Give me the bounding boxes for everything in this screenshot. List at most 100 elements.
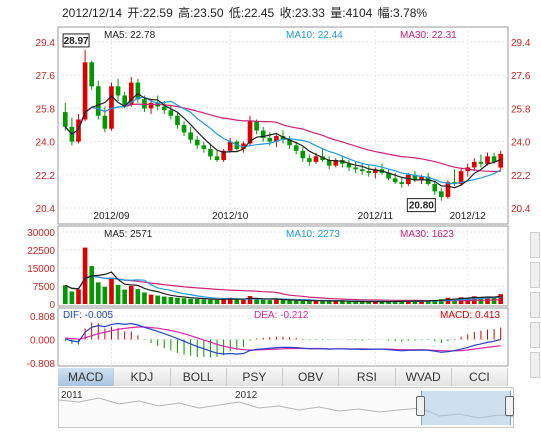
- volume-bar: [307, 301, 312, 304]
- candle-body: [161, 106, 167, 111]
- volume-bar: [320, 300, 325, 304]
- candle-body: [214, 156, 220, 161]
- nav-left-handle[interactable]: [416, 396, 425, 416]
- macd-y-tick: -0.808: [27, 359, 56, 370]
- candle-body: [458, 171, 464, 185]
- candle-body: [340, 160, 345, 164]
- price-legend-ma30: MA30: 22.31: [400, 30, 457, 41]
- tab-cci[interactable]: CCI: [451, 368, 508, 386]
- candle-body: [82, 62, 88, 120]
- tab-rsi[interactable]: RSI: [339, 368, 396, 386]
- volume-legend-ma5: MA5: 2571: [104, 229, 153, 240]
- candle-body: [181, 125, 187, 133]
- volume-bar: [432, 299, 438, 304]
- volume-bar: [313, 300, 319, 304]
- volume-bar: [366, 301, 372, 304]
- volume-y-tick: 7500: [33, 282, 56, 293]
- candle-body: [392, 178, 398, 183]
- side-scroll-button-3[interactable]: [530, 292, 540, 318]
- volume-bar: [247, 296, 253, 304]
- tab-macd[interactable]: MACD: [58, 368, 115, 386]
- volume-bar: [161, 296, 167, 304]
- candle-body: [168, 110, 174, 116]
- volume-bar: [425, 300, 431, 304]
- tab-obv[interactable]: OBV: [283, 368, 340, 386]
- volume-ma5-line: [65, 271, 501, 303]
- nav-selected-range[interactable]: [421, 391, 511, 425]
- volume-bar: [95, 282, 101, 304]
- volume-bar: [102, 286, 108, 304]
- price-y-tick-right: 24.0: [511, 138, 531, 149]
- volume-bar: [491, 297, 497, 304]
- candle-body: [307, 158, 312, 162]
- volume-bar: [287, 300, 292, 304]
- dif-line: [65, 322, 501, 355]
- price-y-tick-left: 29.4: [36, 38, 56, 49]
- volume-bar: [326, 301, 332, 304]
- volume-legend-ma30: MA30: 1623: [400, 229, 454, 240]
- candle-body: [254, 121, 259, 131]
- volume-bar: [69, 291, 75, 304]
- volume-bar: [82, 247, 88, 304]
- volume-bar: [392, 301, 398, 304]
- candle-body: [498, 153, 504, 168]
- indicator-tabs: MACD KDJ BOLL PSY OBV RSI WVAD CCI: [58, 368, 508, 386]
- ma30-line: [64, 103, 501, 173]
- candle-body: [95, 86, 101, 116]
- amplitude-label: 幅:: [378, 5, 393, 20]
- macd-y-tick: 0.808: [30, 312, 55, 323]
- candle-body: [208, 148, 213, 157]
- volume-bar: [254, 298, 259, 304]
- volume-bar: [359, 301, 365, 304]
- candle-body: [412, 174, 418, 181]
- tab-psy[interactable]: PSY: [226, 368, 283, 386]
- candle-body: [260, 130, 266, 138]
- volume-label: 量:: [330, 6, 345, 20]
- candle-body: [76, 119, 81, 142]
- candle-body: [280, 136, 286, 140]
- candle-body: [122, 95, 127, 105]
- candle-body: [287, 139, 292, 146]
- ma10-line: [64, 96, 501, 185]
- volume-bar: [168, 297, 174, 304]
- volume-bar: [221, 298, 226, 304]
- volume-bar: [175, 297, 180, 304]
- volume-bar: [194, 298, 200, 304]
- volume-bar: [346, 301, 352, 304]
- low-annotation-box: [406, 198, 436, 213]
- macd-legend-dea: DEA: -0.212: [254, 310, 309, 321]
- volume-bar: [128, 286, 134, 304]
- tab-boll[interactable]: BOLL: [170, 368, 227, 386]
- candle-body: [102, 115, 108, 129]
- volume-bar: [412, 301, 418, 304]
- nav-right-handle[interactable]: [505, 396, 514, 416]
- candle-body: [89, 62, 94, 87]
- quote-date: 2012/12/14: [62, 6, 122, 20]
- volume-bar: [274, 299, 279, 304]
- price-y-tick-right: 20.4: [511, 204, 531, 215]
- volume-bar: [241, 299, 246, 304]
- side-scroll-button-4[interactable]: [530, 322, 540, 348]
- nav-year-2011: 2011: [61, 390, 83, 401]
- candle-body: [333, 160, 339, 166]
- candle-body: [472, 161, 477, 168]
- price-x-label: 2012/09: [93, 211, 130, 222]
- macd-y-tick: 0.000: [30, 336, 55, 347]
- volume-bar: [142, 292, 147, 304]
- candle-body: [201, 145, 207, 149]
- volume-bar: [155, 295, 160, 304]
- volume-y-tick: 15000: [27, 264, 55, 275]
- range-navigator[interactable]: 2011 2012: [58, 387, 515, 428]
- side-scroll-button-5[interactable]: [530, 352, 540, 378]
- side-scroll-button-1[interactable]: [530, 232, 540, 258]
- tab-wvad[interactable]: WVAD: [395, 368, 452, 386]
- candle-body: [62, 112, 68, 127]
- tab-kdj[interactable]: KDJ: [114, 368, 171, 386]
- candle-body: [353, 167, 358, 170]
- volume-bar: [109, 277, 114, 304]
- candle-body: [221, 150, 226, 161]
- price-y-tick-right: 29.4: [511, 38, 531, 49]
- side-scroll-button-2[interactable]: [530, 262, 540, 288]
- volume-bar: [260, 299, 266, 304]
